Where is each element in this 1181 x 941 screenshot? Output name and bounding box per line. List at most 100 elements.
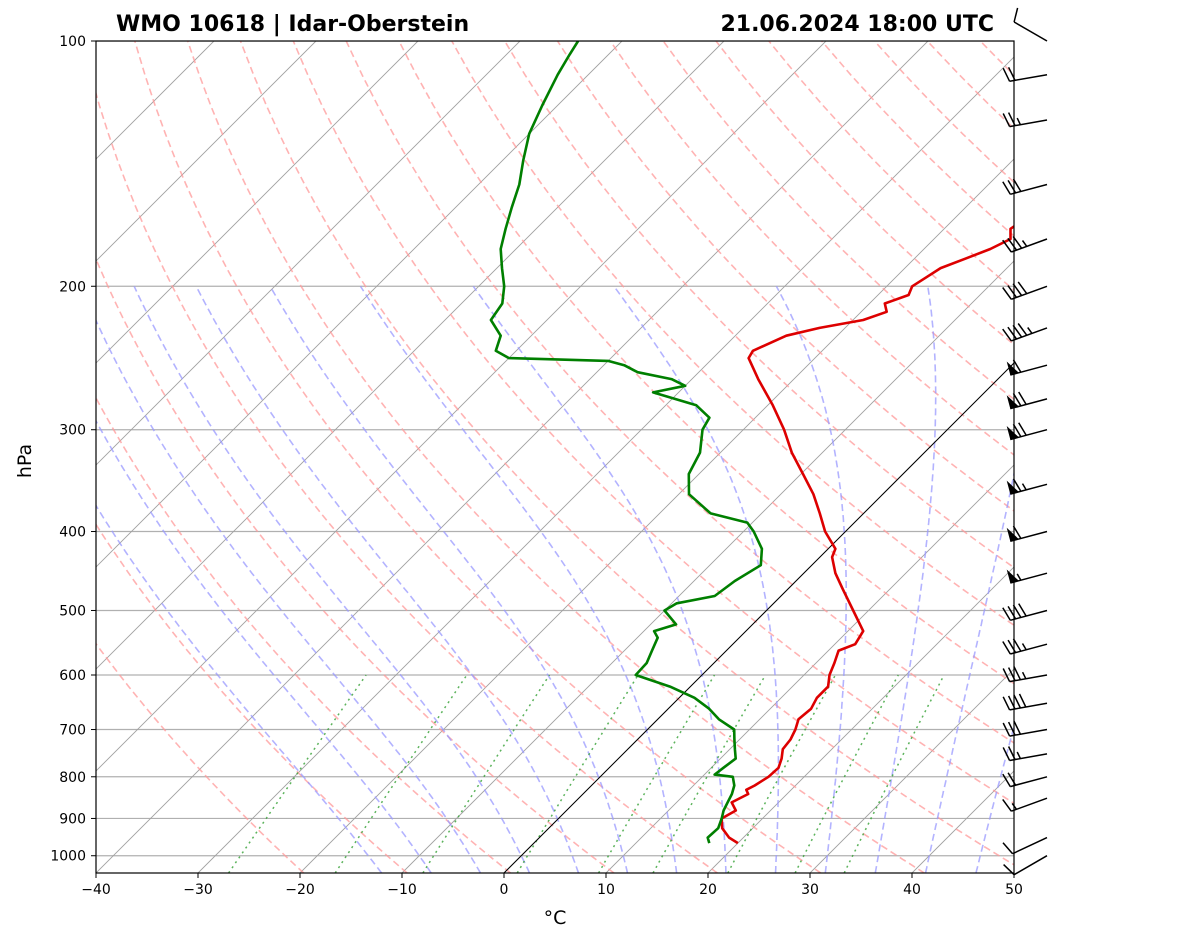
x-tick-label--20: −20 [285, 882, 315, 898]
dry-adiabat-350 [398, 41, 1014, 685]
y-axis-label: hPa [14, 444, 36, 478]
wind-barb-shaft [1012, 836, 1048, 855]
y-tick-label-1000: 1000 [50, 849, 86, 865]
moist-adiabat--5 [96, 318, 482, 873]
isotherm--40 [96, 41, 929, 873]
dry-adiabat-470 [1033, 41, 1181, 873]
wind-barb-full [1017, 323, 1028, 336]
wind-barbs [1002, 7, 1048, 876]
wind-barb-full [1018, 693, 1027, 708]
wind-barb-full [1002, 696, 1011, 711]
wind-barb-shaft [1009, 119, 1048, 128]
wind-barb-shaft [1009, 753, 1048, 762]
wind-barb-pennant [1006, 361, 1019, 375]
wind-barb-750 [1002, 746, 1048, 762]
plot-background-lines [96, 41, 1181, 873]
isotherm--50 [96, 41, 827, 772]
wind-barb-full [1012, 359, 1022, 373]
wind-barb-200 [1002, 281, 1048, 301]
x-tick-label-10: 10 [597, 882, 615, 898]
wind-barb-110 [1002, 66, 1048, 83]
moist-adiabat-15 [359, 285, 678, 873]
moist-adiabat-40 [924, 470, 1014, 873]
wind-barb-shaft [1010, 643, 1048, 655]
x-tick-label-40: 40 [903, 882, 921, 898]
wind-barb-650 [1002, 693, 1048, 711]
wind-barb-half [1016, 751, 1022, 759]
wind-barb-full [1012, 178, 1022, 192]
wind-barb-pennant [1006, 527, 1019, 542]
wind-barb-full [1012, 283, 1023, 296]
dry-adiabat-330 [292, 41, 1014, 805]
wind-barb-pennant [1006, 426, 1019, 440]
isotherm-20 [707, 566, 1014, 873]
y-tick-label-800: 800 [59, 770, 86, 786]
wind-barb-full [1007, 639, 1017, 653]
wind-barb-half [1021, 643, 1027, 651]
wind-barb-shaft [1009, 702, 1048, 711]
isotherm-30 [809, 668, 1014, 873]
wind-barb-300 [1006, 422, 1048, 441]
plot-data-lines [489, 41, 1014, 845]
wind-barb-shaft [1011, 327, 1048, 342]
wind-barb-shaft [1013, 21, 1048, 42]
wind-barb-175 [1002, 235, 1048, 253]
wind-barb-full [1012, 525, 1022, 539]
dry-adiabat-370 [504, 41, 1014, 569]
wind-barb-half [1016, 573, 1022, 581]
wind-barb-full [1007, 112, 1016, 126]
wind-barb-full [1002, 181, 1011, 195]
wind-barb-full [1012, 235, 1023, 249]
moist-adiabat-20 [472, 285, 727, 873]
y-tick-label-400: 400 [59, 525, 86, 541]
wind-barb-shaft [1009, 728, 1048, 737]
wind-barb-half [1011, 802, 1018, 810]
wind-barb-full [1002, 842, 1014, 855]
wind-barb-shaft [1010, 776, 1048, 788]
dry-adiabat-310 [186, 41, 925, 873]
wind-barb-full [1003, 864, 1015, 876]
chart-title-time: 21.06.2024 18:00 UTC [720, 12, 994, 37]
wind-barb-125 [1002, 112, 1048, 128]
wind-barb-shaft [1010, 183, 1048, 196]
isotherm-0 [503, 362, 1014, 873]
mixing-ratio-0.4 [227, 674, 367, 873]
wind-barb-shaft [1011, 238, 1048, 253]
wind-barb-full [1012, 324, 1023, 338]
wind-barb-full [1013, 720, 1022, 735]
dry-adiabat-450 [926, 41, 1014, 130]
wind-barb-full [1007, 237, 1018, 251]
dry-adiabat-300 [134, 41, 822, 873]
wind-barb-shaft [1010, 609, 1048, 622]
wind-barb-half [1027, 327, 1033, 334]
wind-barb-850 [1002, 797, 1048, 812]
wind-barb-shaft [1011, 797, 1048, 812]
dry-adiabat-360 [451, 41, 1014, 627]
chart-title-station: WMO 10618 | Idar-Oberstein [116, 12, 469, 37]
wind-barb-full [1013, 7, 1019, 23]
wind-barb-full [1002, 239, 1012, 253]
wind-barb-full [1002, 641, 1011, 655]
x-axis-label: °C [544, 907, 567, 929]
isotherm--10 [401, 260, 1014, 873]
wind-barb-700 [1002, 720, 1048, 737]
wind-barb-full [1002, 328, 1012, 342]
wind-barb-full [1007, 746, 1016, 760]
isotherm-10 [605, 464, 1014, 873]
wind-barb-800 [1002, 772, 1048, 788]
x-tick-label--40: −40 [81, 882, 111, 898]
dry-adiabat-250 [96, 642, 305, 873]
y-tick-label-100: 100 [59, 34, 86, 50]
wind-barb-1000 [1003, 855, 1048, 876]
wind-barb-full [1007, 66, 1016, 81]
dry-adiabat-320 [239, 41, 1014, 866]
isotherm--70 [96, 41, 623, 568]
dry-adiabat-400 [662, 41, 1014, 401]
wind-barb-full [1013, 694, 1022, 709]
isotherm--80 [96, 41, 521, 466]
dry-adiabat-290 [96, 90, 718, 873]
x-tick-label-20: 20 [699, 882, 717, 898]
isotherm--100 [96, 41, 317, 262]
wind-barb-400 [1006, 525, 1048, 543]
wind-barb-full [1007, 180, 1017, 194]
